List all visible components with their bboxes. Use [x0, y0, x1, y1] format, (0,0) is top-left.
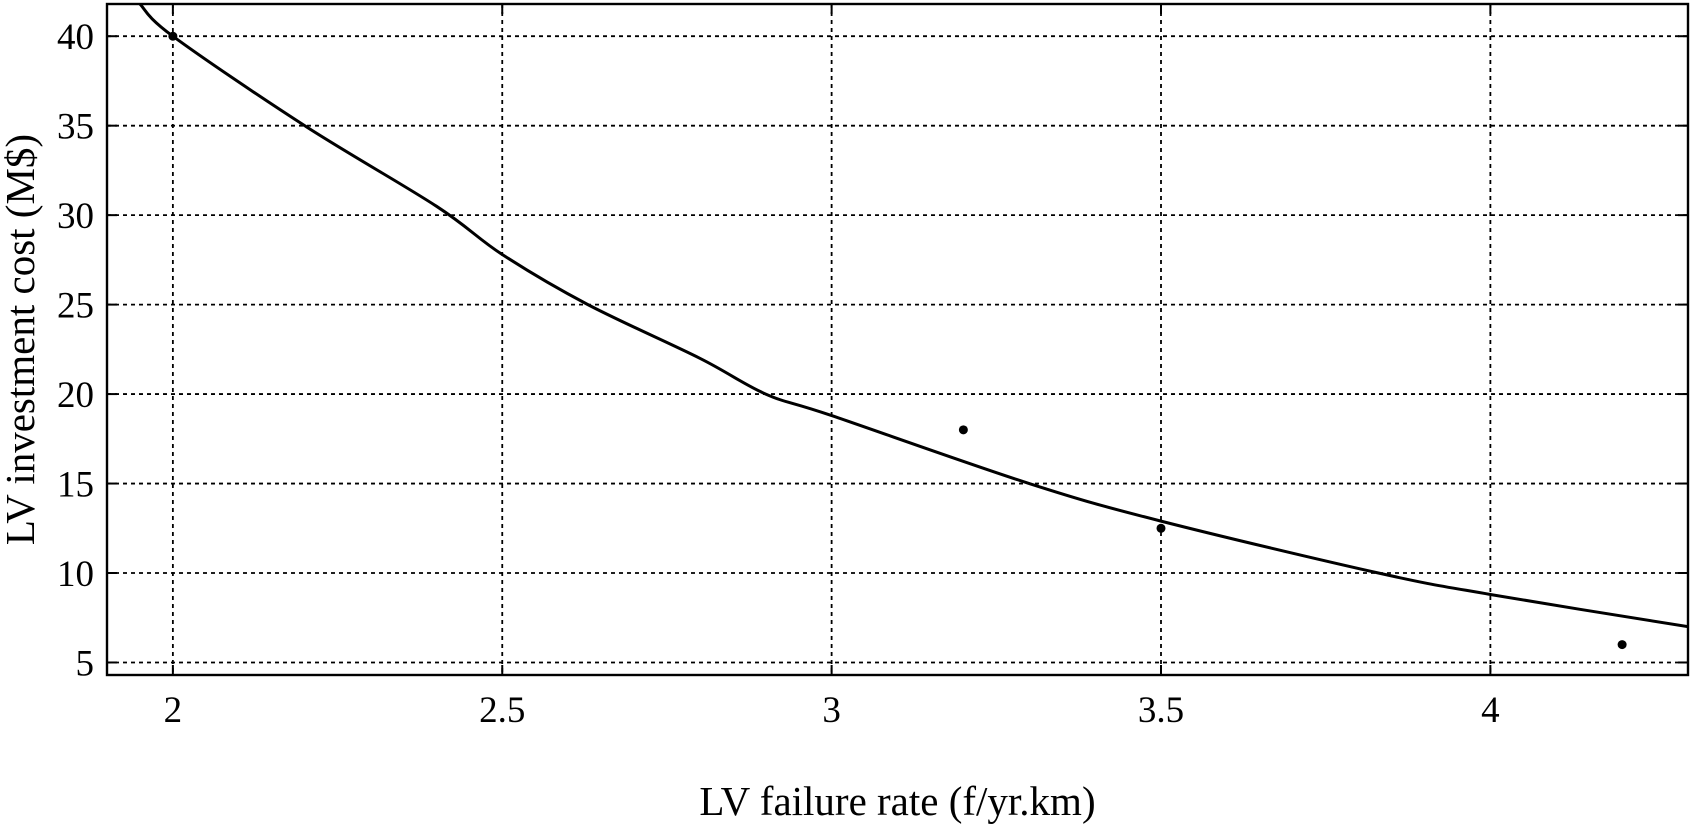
grid-layer	[107, 4, 1688, 675]
data-point	[1617, 640, 1627, 650]
x-tick-labels: 2 2.5 3 3.5 4	[164, 690, 1500, 731]
data-point	[168, 31, 178, 41]
y-tick-label: 10	[57, 554, 94, 595]
plot-frame	[105, 2, 1690, 677]
y-tick-label: 15	[57, 465, 94, 506]
x-tick-label: 3.5	[1138, 690, 1184, 731]
x-tick-label: 4	[1481, 690, 1500, 731]
x-tick-label: 2.5	[479, 690, 525, 731]
y-axis-label: LV investment cost (M$)	[0, 134, 43, 545]
y-tick-label: 25	[57, 286, 94, 327]
y-tick-label: 35	[57, 107, 94, 148]
y-tick-label: 30	[57, 196, 94, 237]
y-tick-label: 20	[57, 375, 94, 416]
y-tick-label: 40	[57, 17, 94, 58]
x-tick-label: 3	[822, 690, 841, 731]
x-tick-label: 2	[164, 690, 183, 731]
data-point	[958, 425, 968, 435]
data-points	[168, 31, 1627, 650]
y-tick-labels: 5 10 15 20 25 30 35 40	[57, 17, 94, 684]
x-axis-label: LV failure rate (f/yr.km)	[699, 778, 1095, 824]
y-tick-label: 5	[76, 643, 95, 684]
fitted-curve	[138, 4, 1688, 629]
data-point	[1156, 523, 1166, 533]
